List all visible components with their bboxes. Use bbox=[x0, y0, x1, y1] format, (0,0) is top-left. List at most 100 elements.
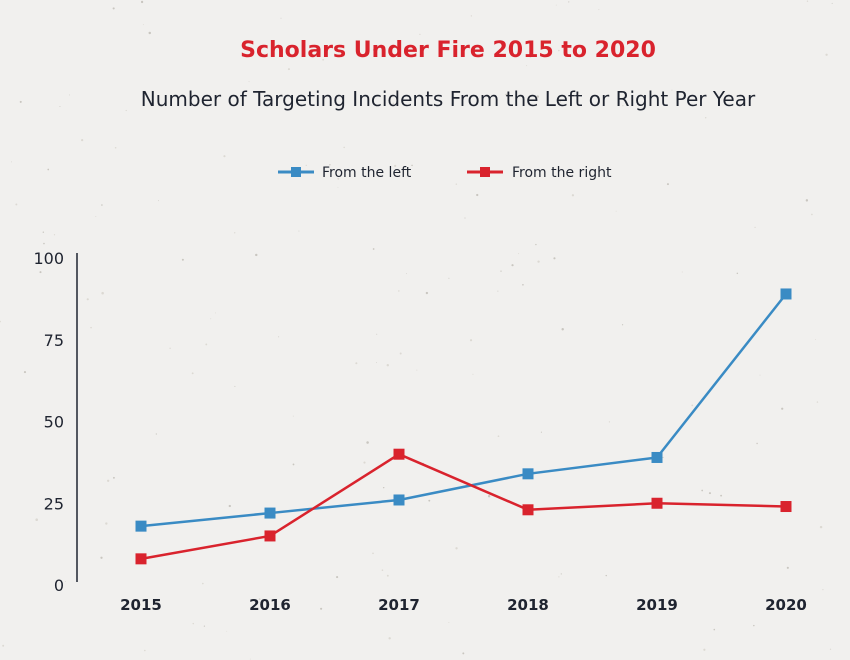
paper-speck bbox=[616, 211, 617, 212]
chart-title: Scholars Under Fire 2015 to 2020 bbox=[240, 38, 656, 63]
paper-speck bbox=[703, 649, 705, 651]
paper-speck bbox=[202, 583, 204, 585]
paper-speck bbox=[250, 659, 251, 660]
paper-speck bbox=[39, 271, 41, 273]
paper-speck bbox=[406, 273, 407, 274]
y-tick-label: 50 bbox=[44, 413, 64, 432]
paper-speck bbox=[281, 18, 282, 19]
paper-speck bbox=[2, 645, 4, 647]
paper-speck bbox=[416, 370, 417, 371]
paper-speck bbox=[756, 443, 757, 444]
paper-speck bbox=[182, 259, 184, 261]
data-point-right bbox=[265, 530, 276, 541]
paper-speck bbox=[720, 495, 722, 497]
paper-speck bbox=[471, 15, 472, 16]
paper-speck bbox=[204, 626, 205, 627]
paper-speck bbox=[428, 500, 430, 502]
paper-speck bbox=[498, 435, 500, 437]
data-point-left bbox=[652, 452, 663, 463]
legend-label-right: From the right bbox=[512, 165, 612, 181]
paper-speck bbox=[100, 557, 102, 559]
paper-speck bbox=[376, 362, 377, 363]
data-point-right bbox=[523, 504, 534, 515]
paper-speck bbox=[293, 464, 295, 466]
paper-speck bbox=[822, 589, 823, 590]
paper-speck bbox=[229, 505, 231, 507]
paper-speck bbox=[535, 244, 536, 245]
data-point-right bbox=[136, 553, 147, 564]
paper-speck bbox=[476, 194, 478, 196]
paper-speck bbox=[234, 386, 235, 387]
paper-speck bbox=[682, 272, 683, 273]
paper-speck bbox=[606, 575, 607, 576]
paper-speck bbox=[705, 117, 706, 118]
paper-speck bbox=[787, 567, 789, 569]
paper-speck bbox=[105, 522, 107, 524]
paper-speck bbox=[426, 292, 428, 294]
paper-speck bbox=[497, 291, 498, 292]
paper-speck bbox=[781, 408, 783, 410]
paper-speck bbox=[126, 110, 127, 111]
y-tick-label: 75 bbox=[44, 331, 64, 350]
x-tick-label: 2017 bbox=[378, 596, 420, 614]
paper-speck bbox=[737, 273, 738, 274]
paper-speck bbox=[113, 477, 115, 479]
paper-speck bbox=[472, 374, 473, 375]
paper-speck bbox=[141, 1, 143, 3]
paper-speck bbox=[249, 81, 250, 82]
paper-speck bbox=[470, 339, 472, 341]
paper-speck bbox=[760, 375, 761, 376]
paper-speck bbox=[215, 312, 216, 313]
paper-speck bbox=[419, 34, 420, 35]
paper-speck bbox=[336, 576, 338, 578]
paper-speck bbox=[193, 623, 194, 624]
paper-speck bbox=[205, 344, 207, 346]
paper-speck bbox=[149, 32, 151, 34]
paper-speck bbox=[709, 492, 711, 494]
x-tick-label: 2020 bbox=[765, 596, 807, 614]
paper-speck bbox=[462, 652, 464, 654]
paper-speck bbox=[398, 290, 399, 291]
paper-speck bbox=[825, 54, 827, 56]
paper-speck bbox=[372, 553, 374, 555]
y-tick-label: 0 bbox=[54, 576, 64, 595]
paper-speck bbox=[556, 5, 557, 6]
paper-speck bbox=[11, 161, 12, 162]
paper-speck bbox=[113, 7, 115, 9]
paper-speck bbox=[210, 318, 211, 319]
paper-speck bbox=[306, 165, 307, 166]
paper-speck bbox=[815, 339, 816, 340]
data-point-left bbox=[394, 494, 405, 505]
paper-speck bbox=[464, 218, 465, 219]
paper-speck bbox=[226, 631, 227, 632]
paper-speck bbox=[47, 169, 49, 171]
paper-speck bbox=[753, 625, 754, 626]
series-line-left bbox=[141, 294, 786, 526]
paper-speck bbox=[817, 401, 818, 402]
paper-speck bbox=[338, 187, 339, 188]
x-tick-label: 2015 bbox=[120, 596, 162, 614]
paper-speck bbox=[293, 416, 294, 417]
paper-speck bbox=[568, 1, 569, 2]
y-tick-label: 100 bbox=[33, 249, 64, 268]
paper-speck bbox=[87, 298, 89, 300]
paper-speck bbox=[807, 1, 808, 2]
paper-speck bbox=[511, 264, 513, 266]
paper-speck bbox=[107, 480, 109, 482]
data-point-left bbox=[136, 521, 147, 532]
paper-speck bbox=[754, 227, 755, 228]
paper-speck bbox=[572, 194, 574, 196]
x-tick-label: 2016 bbox=[249, 596, 291, 614]
paper-speck bbox=[456, 183, 457, 184]
legend-item-right: From the right bbox=[467, 165, 612, 181]
x-tick-label: 2019 bbox=[636, 596, 678, 614]
paper-speck bbox=[143, 24, 144, 25]
paper-speck bbox=[169, 348, 170, 349]
paper-speck bbox=[598, 9, 599, 10]
paper-speck bbox=[376, 334, 377, 335]
paper-speck bbox=[411, 165, 413, 167]
paper-speck bbox=[156, 433, 157, 434]
data-point-right bbox=[781, 501, 792, 512]
paper-speck bbox=[95, 216, 96, 217]
